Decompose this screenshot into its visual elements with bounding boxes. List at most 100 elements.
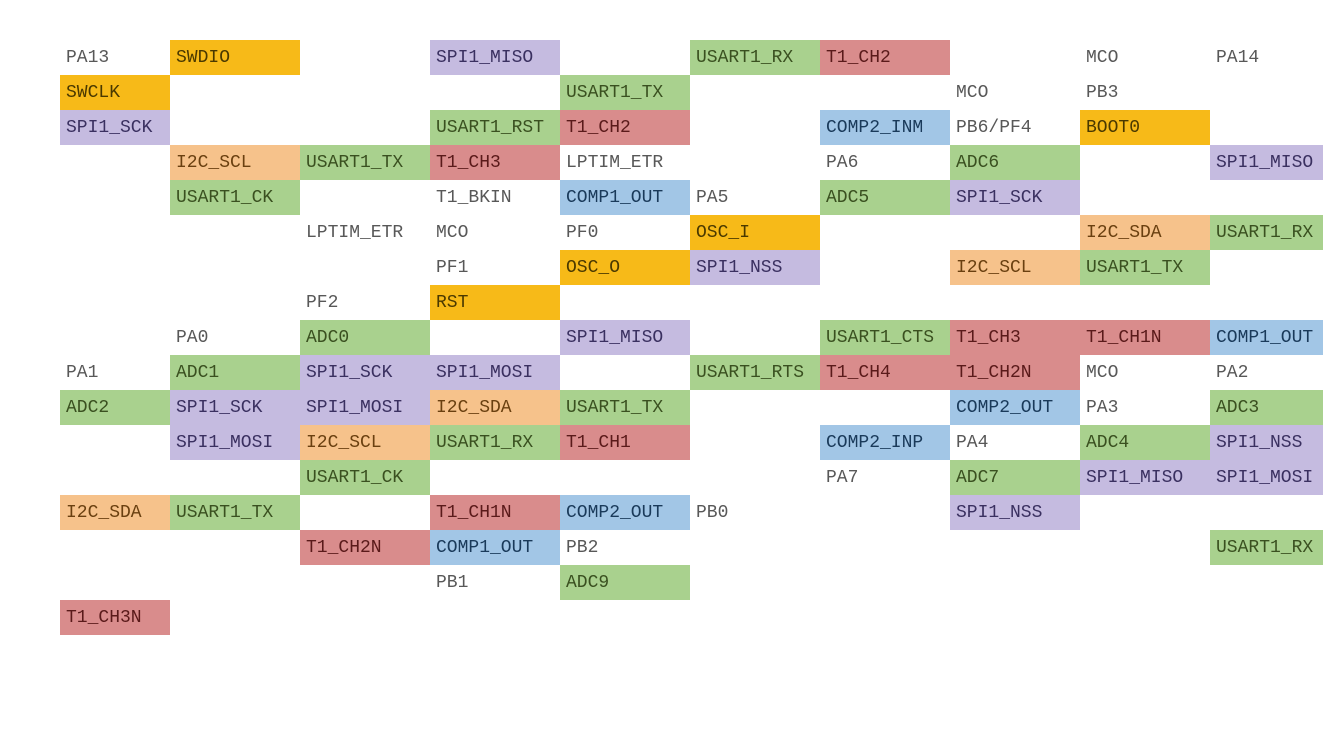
empty-cell [60, 320, 170, 355]
empty-cell [170, 110, 300, 145]
fn-cell: I2C_SCL [300, 425, 430, 460]
fn-cell: COMP1_OUT [1210, 320, 1323, 355]
empty-cell [60, 145, 170, 180]
fn-cell: SPI1_SCK [300, 355, 430, 390]
fn-cell: ADC6 [950, 145, 1080, 180]
fn-cell: SPI1_MOSI [430, 355, 560, 390]
fn-cell: T1_CH1N [430, 495, 560, 530]
empty-cell [1210, 110, 1323, 145]
empty-cell [950, 215, 1080, 250]
fn-cell: ADC0 [300, 320, 430, 355]
empty-cell [170, 565, 300, 600]
fn-cell: SPI1_NSS [950, 495, 1080, 530]
fn-cell: USART1_TX [560, 75, 690, 110]
empty-cell [60, 425, 170, 460]
fn-cell: SPI1_SCK [170, 390, 300, 425]
empty-cell [690, 390, 820, 425]
empty-cell [690, 145, 820, 180]
pin-label: PA6 [820, 145, 950, 180]
empty-cell [950, 40, 1080, 75]
fn-cell: SPI1_MOSI [170, 425, 300, 460]
empty-cell [1210, 180, 1323, 215]
empty-cell [300, 75, 430, 110]
fn-cell: LPTIM_ETR [300, 215, 430, 250]
fn-cell: USART1_TX [300, 145, 430, 180]
empty-cell [820, 530, 950, 565]
empty-cell [690, 110, 820, 145]
fn-cell: USART1_TX [560, 390, 690, 425]
fn-cell: ADC5 [820, 180, 950, 215]
fn-cell: SPI1_MISO [430, 40, 560, 75]
fn-cell: SPI1_MISO [560, 320, 690, 355]
fn-cell: SWDIO [170, 40, 300, 75]
empty-cell [170, 75, 300, 110]
fn-cell: I2C_SDA [60, 495, 170, 530]
fn-cell: I2C_SCL [950, 250, 1080, 285]
empty-cell [560, 355, 690, 390]
empty-cell [1210, 75, 1323, 110]
fn-cell: SWCLK [60, 75, 170, 110]
fn-cell: SPI1_MISO [1080, 460, 1210, 495]
empty-cell [430, 460, 560, 495]
empty-cell [820, 495, 950, 530]
empty-cell [300, 565, 430, 600]
fn-cell: I2C_SDA [430, 390, 560, 425]
empty-cell [820, 75, 950, 110]
empty-cell [170, 250, 300, 285]
fn-cell: COMP2_OUT [950, 390, 1080, 425]
fn-cell: MCO [1080, 355, 1210, 390]
pin-label: PF2 [300, 285, 430, 320]
empty-cell [60, 215, 170, 250]
fn-cell: OSC_I [690, 215, 820, 250]
fn-cell: COMP2_OUT [560, 495, 690, 530]
fn-cell: I2C_SCL [170, 145, 300, 180]
fn-cell: T1_CH4 [820, 355, 950, 390]
empty-cell [950, 530, 1080, 565]
fn-cell: USART1_RTS [690, 355, 820, 390]
fn-cell: RST [430, 285, 560, 320]
empty-cell [950, 565, 1080, 600]
empty-cell [690, 460, 820, 495]
fn-cell: T1_CH3 [950, 320, 1080, 355]
empty-cell [690, 320, 820, 355]
empty-cell [60, 250, 170, 285]
fn-cell: ADC1 [170, 355, 300, 390]
fn-cell: COMP2_INP [820, 425, 950, 460]
empty-cell [820, 250, 950, 285]
fn-cell: USART1_CK [300, 460, 430, 495]
fn-cell: T1_CH2 [560, 110, 690, 145]
empty-cell [820, 215, 950, 250]
fn-cell: COMP1_OUT [430, 530, 560, 565]
empty-cell [690, 530, 820, 565]
empty-cell [1080, 180, 1210, 215]
fn-cell: USART1_CTS [820, 320, 950, 355]
pin-label: PB6/PF4 [950, 110, 1080, 145]
pin-label: PA1 [60, 355, 170, 390]
pin-label: PA0 [170, 320, 300, 355]
empty-cell [690, 75, 820, 110]
fn-cell: SPI1_MISO [1210, 145, 1323, 180]
empty-cell [820, 565, 950, 600]
fn-cell: MCO [1080, 40, 1210, 75]
fn-cell: SPI1_MOSI [300, 390, 430, 425]
fn-cell: USART1_CK [170, 180, 300, 215]
pin-label: PB2 [560, 530, 690, 565]
empty-cell [170, 600, 300, 635]
pin-label: PF1 [430, 250, 560, 285]
pin-label: PA2 [1210, 355, 1323, 390]
empty-cell [820, 285, 950, 320]
empty-cell [60, 530, 170, 565]
fn-cell: SPI1_SCK [950, 180, 1080, 215]
empty-cell [170, 530, 300, 565]
empty-cell [820, 390, 950, 425]
pin-label: PA3 [1080, 390, 1210, 425]
fn-cell: MCO [950, 75, 1080, 110]
pin-function-grid: PA13SWDIOSPI1_MISOUSART1_RXT1_CH2MCOPA14… [60, 40, 1263, 635]
fn-cell: ADC7 [950, 460, 1080, 495]
fn-cell: LPTIM_ETR [560, 145, 690, 180]
fn-cell: USART1_TX [170, 495, 300, 530]
empty-cell [170, 285, 300, 320]
empty-cell [1080, 530, 1210, 565]
fn-cell: T1_CH2N [300, 530, 430, 565]
fn-cell: ADC4 [1080, 425, 1210, 460]
